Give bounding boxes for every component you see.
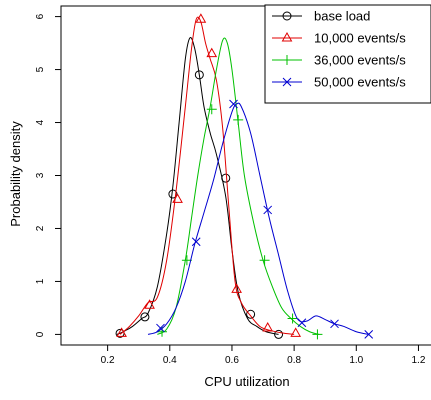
data-point-marker	[194, 70, 204, 80]
series-3	[157, 37, 323, 340]
legend-item: 36,000 events/s	[272, 53, 406, 68]
data-point-marker	[233, 114, 244, 125]
data-point-marker	[140, 312, 150, 322]
data-point-marker	[206, 47, 218, 58]
data-point-marker	[312, 329, 323, 340]
data-point-marker	[364, 330, 374, 339]
data-point-marker	[156, 323, 165, 333]
data-point-marker	[246, 309, 256, 319]
legend-label: 36,000 events/s	[314, 53, 406, 68]
data-point-marker	[259, 255, 270, 266]
x-axis: 0.2 0.4 0.6 0.8 1.0 1.2	[101, 345, 426, 366]
y-tick-label: 2	[35, 225, 46, 231]
legend-marker	[282, 55, 292, 65]
y-tick-label: 6	[35, 13, 46, 19]
series-line	[119, 16, 295, 335]
x-axis-label: CPU utilization	[204, 374, 289, 389]
series-line	[157, 37, 320, 335]
y-tick-label: 4	[35, 119, 46, 125]
data-point-marker	[195, 13, 207, 23]
y-axis: 0 1 2 3 4 5 6	[35, 13, 61, 337]
legend-label: 10,000 events/s	[314, 31, 406, 46]
series-line	[147, 102, 369, 335]
x-tick-label: 1.2	[412, 355, 426, 366]
y-tick-label: 1	[35, 278, 46, 284]
data-point-marker	[116, 327, 127, 337]
legend-box	[264, 4, 431, 104]
data-point-marker	[168, 189, 178, 199]
y-axis-label: Probability density	[8, 121, 23, 227]
x-tick-label: 0.6	[225, 355, 239, 366]
y-tick-label: 5	[35, 66, 46, 72]
series-layer	[115, 13, 374, 340]
x-tick-label: 0.2	[101, 355, 115, 366]
legend-marker	[282, 11, 292, 21]
series-1	[115, 36, 284, 339]
series-4	[147, 99, 374, 339]
legend-item: 10,000 events/s	[272, 31, 406, 46]
y-tick-label: 3	[35, 172, 46, 178]
data-point-marker	[172, 193, 183, 203]
data-point-marker	[263, 205, 273, 215]
data-point-marker	[231, 283, 242, 293]
data-point-marker	[290, 327, 302, 337]
x-tick-label: 0.8	[287, 355, 301, 366]
data-point-marker	[229, 99, 238, 109]
legend-label: 50,000 events/s	[314, 75, 406, 90]
data-point-marker	[297, 318, 307, 328]
data-point-marker	[144, 299, 155, 309]
y-tick-label: 0	[35, 331, 46, 337]
legend: base load 10,000 events/s 36,000 events/s 5…	[264, 4, 431, 104]
legend-item: 50,000 events/s	[272, 75, 406, 90]
data-point-marker	[287, 313, 298, 324]
x-tick-label: 0.4	[163, 355, 177, 366]
data-point-marker	[221, 173, 231, 183]
legend-item: base load	[272, 9, 370, 24]
series-line	[116, 36, 279, 335]
series-2	[116, 13, 302, 337]
x-tick-label: 1.0	[349, 355, 363, 366]
data-point-marker	[262, 322, 274, 332]
data-point-marker	[330, 319, 339, 329]
legend-marker	[282, 77, 292, 87]
data-point-marker	[191, 237, 201, 247]
data-point-marker	[274, 329, 284, 339]
legend-label: base load	[314, 9, 370, 24]
data-point-marker	[206, 104, 217, 115]
legend-marker	[281, 31, 293, 42]
